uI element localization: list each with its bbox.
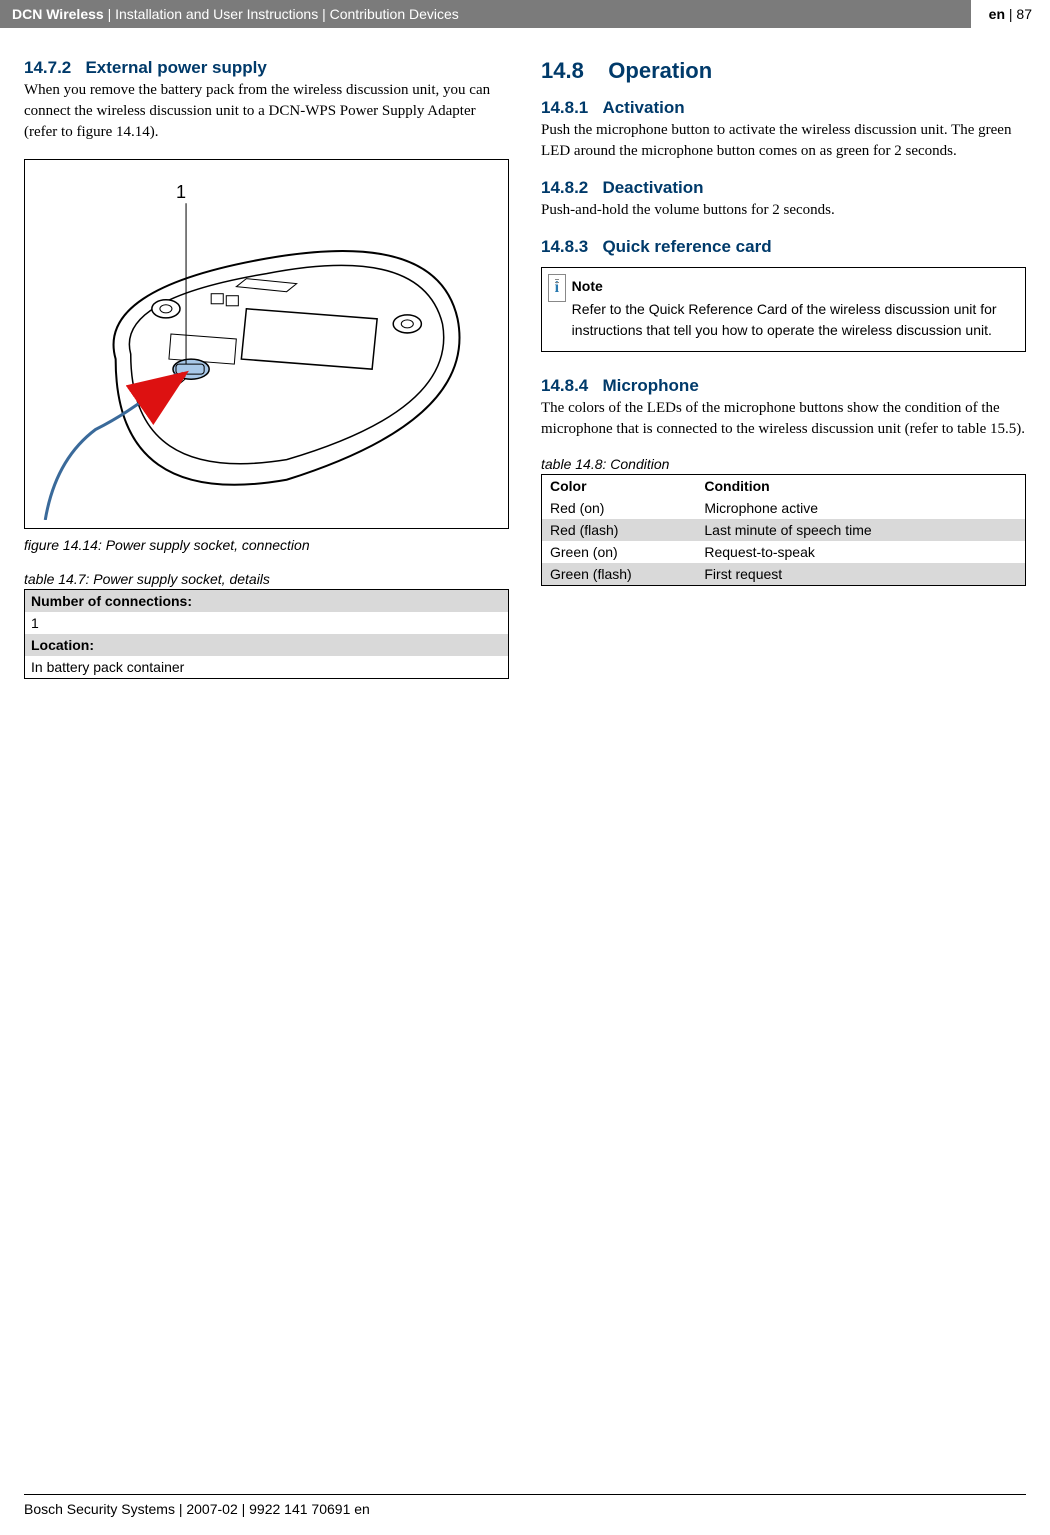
section-heading: 14.8.1 Activation (541, 98, 1026, 118)
info-icon: i (548, 274, 566, 302)
body-text: Push-and-hold the volume buttons for 2 s… (541, 200, 1026, 221)
table-row: Location: (25, 634, 509, 656)
section-title: Operation (608, 58, 712, 83)
left-column: 14.7.2 External power supply When you re… (24, 58, 509, 679)
section-title: Quick reference card (602, 237, 771, 256)
page-footer: Bosch Security Systems | 2007-02 | 9922 … (24, 1494, 1026, 1517)
table-row: In battery pack container (25, 656, 509, 679)
section-number: 14.7.2 (24, 58, 71, 77)
header-lang: en (989, 6, 1005, 22)
note-title: Note (572, 276, 1015, 297)
header-page: 87 (1016, 6, 1032, 22)
section-title: Activation (602, 98, 684, 117)
figure-caption: figure 14.14: Power supply socket, conne… (24, 537, 509, 553)
table-cell: Red (on) (542, 497, 697, 519)
note-body: Refer to the Quick Reference Card of the… (572, 301, 997, 338)
header-right: en | 87 (971, 0, 1050, 28)
header-sep2: | (1005, 6, 1016, 22)
section-number: 14.8.2 (541, 178, 588, 197)
figure-callout-label: 1 (176, 182, 186, 202)
table-cell: Request-to-speak (696, 541, 1025, 563)
section-heading-main: 14.8 Operation (541, 58, 1026, 84)
table-row: Number of connections: (25, 590, 509, 613)
body-text: The colors of the LEDs of the microphone… (541, 398, 1026, 440)
header-product: DCN Wireless (12, 6, 104, 22)
section-heading: 14.7.2 External power supply (24, 58, 509, 78)
header-left: DCN Wireless | Installation and User Ins… (0, 0, 971, 28)
table-cell: Red (flash) (542, 519, 697, 541)
table-cell: Microphone active (696, 497, 1025, 519)
table-row: 1 (25, 612, 509, 634)
table-cell: Green (flash) (542, 563, 697, 586)
page-header: DCN Wireless | Installation and User Ins… (0, 0, 1050, 28)
table-cell: Green (on) (542, 541, 697, 563)
table-caption: table 14.8: Condition (541, 456, 1026, 472)
info-icon-glyph: i (555, 279, 559, 297)
note-box: i Note Refer to the Quick Reference Card… (541, 267, 1026, 352)
section-number: 14.8.4 (541, 376, 588, 395)
table-cell: First request (696, 563, 1025, 586)
right-column: 14.8 Operation 14.8.1 Activation Push th… (541, 58, 1026, 679)
section-heading: 14.8.4 Microphone (541, 376, 1026, 396)
section-heading: 14.8.2 Deactivation (541, 178, 1026, 198)
section-number: 14.8.1 (541, 98, 588, 117)
section-title: Deactivation (602, 178, 703, 197)
section-heading: 14.8.3 Quick reference card (541, 237, 1026, 257)
section-number: 14.8.3 (541, 237, 588, 256)
content: 14.7.2 External power supply When you re… (0, 28, 1050, 679)
section-number: 14.8 (541, 58, 584, 83)
figure-box: 1 (24, 159, 509, 529)
note-content: Note Refer to the Quick Reference Card o… (572, 268, 1025, 351)
table-caption: table 14.7: Power supply socket, details (24, 571, 509, 587)
section-title: Microphone (602, 376, 698, 395)
condition-table: Color Condition Red (on) Microphone acti… (541, 474, 1026, 586)
header-sep: | (104, 6, 115, 22)
table-cell: Last minute of speech time (696, 519, 1025, 541)
header-subtitle: Installation and User Instructions | Con… (115, 6, 459, 22)
table-header: Color (542, 475, 697, 498)
body-text: When you remove the battery pack from th… (24, 80, 509, 143)
power-supply-diagram: 1 (33, 168, 500, 520)
table-header: Condition (696, 475, 1025, 498)
details-table: Number of connections: 1 Location: In ba… (24, 589, 509, 679)
section-title: External power supply (85, 58, 266, 77)
body-text: Push the microphone button to activate t… (541, 120, 1026, 162)
